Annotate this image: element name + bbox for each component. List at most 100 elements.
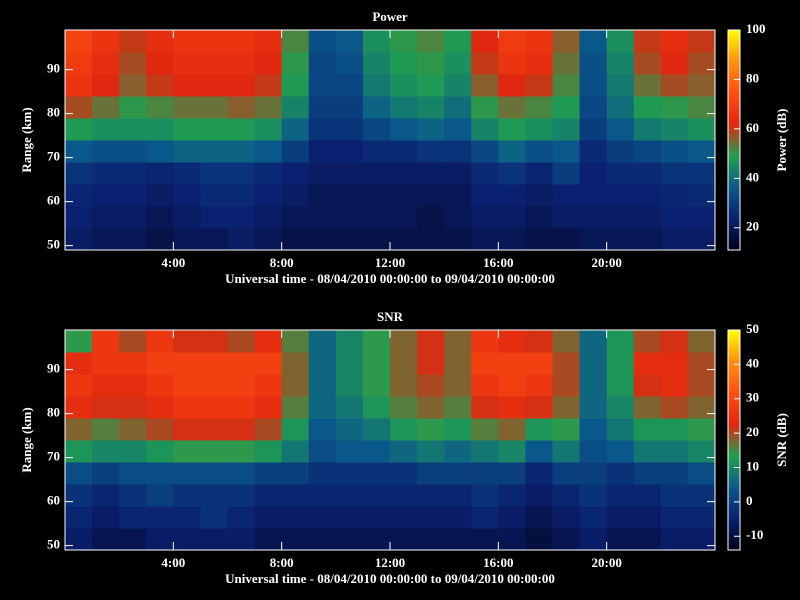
heatmap-cell (146, 52, 174, 75)
heatmap-cell (525, 140, 553, 163)
heatmap-cell (308, 374, 337, 397)
heatmap-cell (308, 206, 337, 229)
heatmap-cell (92, 352, 120, 375)
heatmap-cell (173, 228, 201, 251)
heatmap-cell (390, 440, 418, 463)
heatmap-cell (525, 184, 553, 207)
heatmap-cell (660, 228, 689, 251)
heatmap-cell (606, 140, 635, 163)
heatmap-cell (92, 96, 120, 119)
y-tick-label: 70 (47, 449, 60, 464)
heatmap-cell (660, 96, 689, 119)
heatmap-cell (200, 162, 228, 185)
heatmap-cell (200, 140, 228, 163)
heatmap-cell (606, 440, 635, 463)
x-tick-label: 16:00 (483, 255, 513, 270)
heatmap-cell (471, 140, 499, 163)
heatmap-cell (119, 330, 147, 353)
heatmap-cell (335, 352, 364, 375)
heatmap-cell (606, 162, 635, 185)
heatmap-cell (579, 396, 608, 419)
heatmap-cell (498, 330, 526, 353)
x-tick-label: 4:00 (161, 255, 185, 270)
heatmap-cell (444, 440, 472, 463)
heatmap-cell (633, 206, 662, 229)
heatmap-cell (606, 462, 635, 485)
heatmap-cell (471, 330, 499, 353)
heatmap-cell (417, 140, 445, 163)
heatmap-cell (254, 228, 283, 251)
heatmap-cell (444, 140, 472, 163)
heatmap-cell (281, 440, 310, 463)
heatmap-cell (444, 30, 472, 53)
heatmap-cell (146, 396, 174, 419)
heatmap-cell (660, 374, 689, 397)
heatmap-cell (200, 96, 228, 119)
heatmap-cell (281, 528, 310, 551)
heatmap-cell (200, 30, 228, 53)
heatmap-cell (308, 506, 337, 529)
heatmap-cell (552, 396, 581, 419)
heatmap-cell (254, 396, 283, 419)
heatmap-cell (173, 140, 201, 163)
heatmap-cell (119, 96, 147, 119)
heatmap-cell (390, 118, 418, 141)
heatmap-cell (119, 462, 147, 485)
heatmap-cell (606, 352, 635, 375)
heatmap-cell (417, 506, 445, 529)
heatmap-cell (606, 30, 635, 53)
heatmap-cell (579, 140, 608, 163)
colorbar-tick-label: 60 (746, 120, 759, 135)
heatmap-cell (390, 140, 418, 163)
heatmap-cell (390, 462, 418, 485)
colorbar-tick-label: 30 (746, 390, 759, 405)
heatmap-cell (552, 418, 581, 441)
heatmap-cell (227, 440, 256, 463)
x-tick-label: 8:00 (270, 255, 294, 270)
heatmap-cell (687, 528, 716, 551)
heatmap-cell (254, 96, 283, 119)
heatmap-cell (308, 462, 337, 485)
heatmap-cell (119, 418, 147, 441)
heatmap-cell (687, 396, 716, 419)
heatmap-cell (362, 352, 391, 375)
heatmap-cell (633, 440, 662, 463)
heatmap-cell (444, 74, 472, 97)
heatmap-cell (146, 30, 174, 53)
heatmap-cell (65, 52, 93, 75)
heatmap-cell (281, 396, 310, 419)
heatmap-cell (335, 462, 364, 485)
heatmap-cell (525, 52, 553, 75)
heatmap-cell (173, 352, 201, 375)
heatmap-cell (687, 206, 716, 229)
panel-title: SNR (377, 309, 404, 324)
heatmap-cell (417, 228, 445, 251)
heatmap-cell (417, 206, 445, 229)
heatmap-cell (362, 140, 391, 163)
heatmap-cell (471, 184, 499, 207)
heatmap-cell (254, 52, 283, 75)
heatmap-cell (498, 118, 526, 141)
heatmap-cell (119, 352, 147, 375)
heatmap-cell (660, 440, 689, 463)
heatmap-cell (390, 74, 418, 97)
heatmap-cell (390, 418, 418, 441)
heatmap-cell (200, 374, 228, 397)
heatmap-cell (579, 418, 608, 441)
heatmap-cell (65, 118, 93, 141)
heatmap-cell (660, 484, 689, 507)
heatmap-cell (146, 330, 174, 353)
colorbar-tick-label: 100 (746, 21, 766, 36)
heatmap-cell (606, 396, 635, 419)
heatmap-cell (173, 74, 201, 97)
heatmap-cell (444, 96, 472, 119)
heatmap-cell (65, 506, 93, 529)
heatmap-cell (552, 528, 581, 551)
heatmap-cell (633, 184, 662, 207)
heatmap-cell (335, 396, 364, 419)
heatmap-cell (417, 30, 445, 53)
heatmap-cell (146, 184, 174, 207)
heatmap-cell (498, 206, 526, 229)
heatmap-cell (254, 118, 283, 141)
heatmap-cell (173, 506, 201, 529)
